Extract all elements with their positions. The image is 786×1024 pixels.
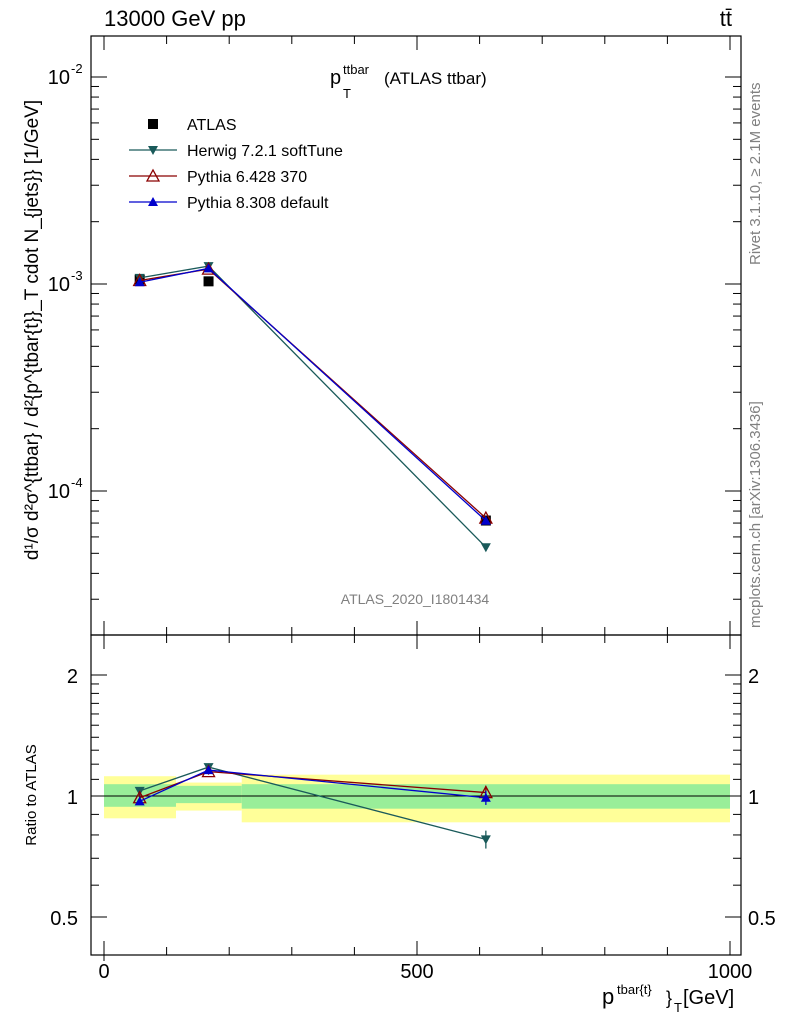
y-axis-ratio-label: Ratio to ATLAS: [23, 744, 40, 845]
rivet-label: Rivet 3.1.10, ≥ 2.1M events: [747, 83, 764, 266]
y-main-tick-exp-1: -3: [71, 268, 83, 283]
y-main-tick-exp-0: -4: [71, 475, 83, 490]
y-main-tick-label-0: 10: [48, 481, 70, 503]
x-label-unit: [GeV]: [683, 987, 734, 1009]
ratio-tick-label-0p5: 0.5: [50, 908, 78, 930]
legend-label-0: ATLAS: [187, 117, 237, 134]
main-line-3: [139, 267, 487, 522]
x-label-base: p: [602, 984, 614, 1009]
main-line-2: [139, 268, 487, 519]
analysis-watermark: ATLAS_2020_I1801434: [341, 591, 490, 607]
ratio-point-3-2: [480, 792, 491, 802]
y-main-tick-label-1: 10: [48, 274, 70, 296]
x-label-brace: }: [666, 988, 672, 1008]
legend-marker-0: [148, 119, 158, 129]
title-suffix: (ATLAS ttbar): [384, 69, 487, 88]
legend-marker-2: [145, 168, 161, 182]
band-inner-1: [175, 785, 242, 804]
x-label-sub: T: [674, 1000, 682, 1015]
main-point-3-1: [203, 263, 214, 273]
y-main-tick-exp-2: -2: [71, 61, 83, 76]
header-process: tt̄: [720, 6, 732, 31]
legend-label-2: Pythia 6.428 370: [187, 169, 307, 186]
y-main-tick-label-2: 10: [48, 67, 70, 89]
ratio-tick-label-right-1: 1: [748, 787, 759, 809]
main-point-3-0: [134, 277, 145, 287]
ratio-point-3-0: [134, 796, 145, 806]
header-energy: 13000 GeV pp: [104, 6, 246, 31]
x-axis-label: p tbar{t} } T [GeV]: [602, 982, 734, 1015]
title-sup: ttbar: [343, 62, 370, 77]
legend-marker-1: [148, 146, 158, 155]
x-tick-label-1000: 1000: [708, 961, 753, 983]
ratio-tick-label-right-0p5: 0.5: [748, 908, 776, 930]
title-sub: T: [343, 86, 351, 101]
x-tick-label-500: 500: [400, 961, 433, 983]
main-point-1-2: [480, 543, 491, 553]
mcplots-label: mcplots.cern.ch [arXiv:1306.3436]: [747, 401, 764, 628]
main-point-0-1: [203, 276, 214, 287]
ratio-tick-label-1: 1: [67, 787, 78, 809]
ratio-tick-label-2: 2: [67, 666, 78, 688]
title-main: p: [330, 67, 341, 89]
main-point-3-2: [480, 515, 491, 525]
ratio-frame: [90, 634, 742, 956]
ratio-tick-label-right-2: 2: [748, 666, 759, 688]
main-line-1: [139, 265, 487, 548]
legend-marker-3: [148, 197, 158, 206]
legend-label-1: Herwig 7.2.1 softTune: [187, 143, 343, 160]
ratio-point-1-2: [480, 835, 491, 845]
x-label-sup: tbar{t}: [617, 982, 652, 997]
y-axis-main-label: d¹/σ d²σ^{ttbar} / d²{p^{tbar{t}}_T cdot…: [22, 100, 43, 560]
x-tick-label-0: 0: [98, 961, 109, 983]
plot-title: p ttbar T (ATLAS ttbar): [330, 62, 487, 101]
legend-label-3: Pythia 8.308 default: [187, 195, 329, 212]
ratio-point-3-1: [203, 765, 214, 775]
